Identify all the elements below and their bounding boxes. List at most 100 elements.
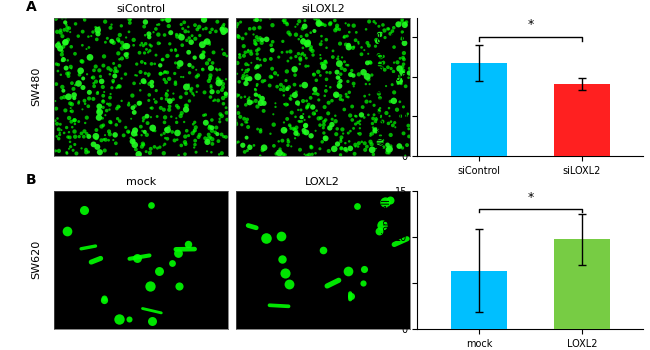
Point [121, 43, 131, 49]
Point [148, 125, 158, 131]
Point [105, 119, 115, 125]
Point [243, 49, 254, 54]
Point [257, 96, 267, 101]
Point [270, 70, 280, 76]
Point [221, 76, 231, 82]
Point [131, 61, 142, 67]
Point [283, 58, 293, 64]
Point [309, 28, 320, 34]
Point [193, 134, 203, 140]
Point [205, 65, 216, 71]
Point [335, 152, 346, 158]
Point [181, 37, 192, 43]
Point [325, 21, 335, 27]
Point [201, 26, 211, 31]
Point [105, 132, 115, 137]
Point [259, 57, 270, 63]
Point [124, 16, 135, 22]
Point [233, 139, 244, 145]
Text: A: A [26, 0, 37, 14]
Point [135, 88, 146, 93]
Point [164, 98, 175, 104]
Point [233, 92, 244, 98]
Point [106, 67, 116, 73]
Point [61, 65, 72, 71]
Point [343, 42, 354, 48]
Point [396, 19, 407, 24]
Point [277, 257, 287, 262]
Point [110, 132, 120, 138]
Point [76, 58, 86, 64]
Point [62, 71, 72, 76]
Point [246, 51, 256, 57]
Point [214, 152, 224, 157]
Point [82, 131, 92, 136]
Point [213, 138, 224, 144]
Point [254, 93, 265, 99]
Point [320, 59, 330, 65]
Point [57, 84, 68, 90]
Point [125, 17, 136, 22]
Point [304, 102, 314, 107]
Point [88, 75, 98, 80]
Point [192, 83, 203, 89]
Point [307, 152, 317, 157]
Point [353, 144, 363, 149]
Point [109, 61, 119, 66]
Point [278, 151, 288, 157]
Point [104, 107, 114, 112]
Point [198, 49, 209, 55]
Point [146, 61, 157, 66]
Point [70, 129, 80, 134]
Point [212, 19, 222, 24]
Point [212, 67, 222, 73]
Point [127, 93, 138, 98]
Point [401, 22, 411, 28]
Point [51, 134, 62, 139]
Point [54, 148, 64, 154]
Point [291, 54, 301, 59]
Point [320, 135, 331, 141]
Point [322, 70, 332, 75]
Point [164, 104, 175, 109]
Point [185, 70, 195, 76]
Point [202, 39, 213, 44]
Point [376, 54, 386, 60]
Point [244, 143, 254, 148]
Point [348, 126, 359, 131]
Point [298, 45, 308, 51]
Point [338, 131, 348, 136]
Point [267, 47, 278, 53]
Point [185, 86, 195, 92]
Point [67, 102, 77, 107]
Point [177, 26, 188, 32]
Point [98, 84, 108, 90]
Point [343, 79, 353, 84]
Point [311, 128, 321, 134]
Point [173, 251, 183, 256]
Point [317, 33, 327, 39]
Point [341, 148, 352, 154]
Point [354, 41, 364, 47]
Point [146, 202, 157, 208]
Point [128, 138, 138, 144]
Point [368, 125, 378, 131]
Point [216, 87, 227, 93]
Point [398, 61, 409, 67]
Point [286, 55, 296, 61]
Point [378, 144, 389, 150]
Point [116, 76, 127, 81]
Point [235, 52, 245, 57]
Point [207, 136, 218, 142]
Point [116, 98, 127, 104]
Point [202, 139, 213, 145]
Point [170, 79, 181, 85]
Point [124, 100, 134, 106]
Text: B: B [26, 173, 36, 187]
Point [177, 42, 187, 48]
Point [67, 108, 77, 114]
Point [214, 76, 225, 82]
Point [135, 151, 145, 157]
Point [84, 45, 94, 50]
Point [75, 68, 86, 74]
